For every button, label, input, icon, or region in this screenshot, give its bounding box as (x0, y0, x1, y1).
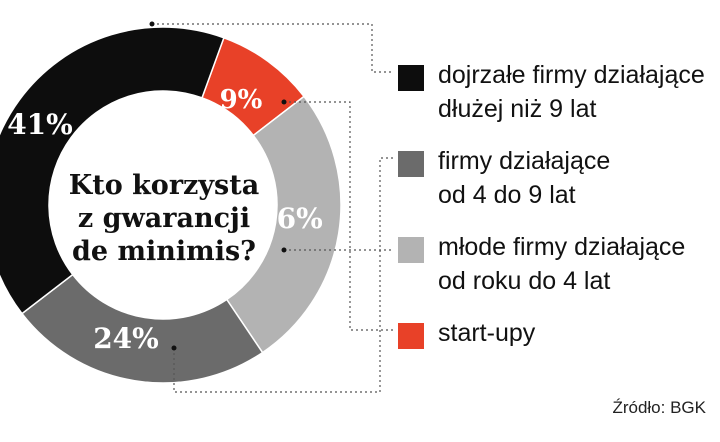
leader-line-firmy-4-9 (173, 157, 394, 393)
legend-item-firmy-4-9: firmy działające od 4 do 9 lat (398, 144, 610, 212)
slice-labels: 9% 26% 24% 41% (7, 85, 323, 355)
leader-dot-mlode (281, 247, 287, 253)
slice-label-mlode: 26% (257, 202, 323, 235)
legend-label-mlode: młode firmy działające od roku do 4 lat (438, 230, 685, 298)
chart-title-line-2: z gwarancji (78, 203, 250, 234)
slice-label-firmy-4-9: 24% (93, 322, 159, 355)
slice-label-dojrzale: 41% (7, 108, 73, 141)
legend-label-firmy-4-9: firmy działające od 4 do 9 lat (438, 144, 610, 212)
legend-label-firmy-4-9-line-2: od 4 do 9 lat (438, 181, 576, 209)
legend-swatch-dojrzale (398, 65, 424, 91)
chart-title-line-3: de minimis? (72, 236, 256, 267)
leader-line-start-upy (284, 101, 394, 331)
legend-swatch-firmy-4-9 (398, 151, 424, 177)
leader-dot-start-upy (281, 99, 287, 105)
legend-label-dojrzale: dojrzałe firmy działające dłużej niż 9 l… (438, 58, 705, 126)
leader-dot-dojrzale (149, 21, 155, 27)
legend-swatch-mlode (398, 237, 424, 263)
legend-label-start-upy-line-1: start-upy (438, 319, 536, 347)
legend-label-start-upy: start-upy (438, 316, 535, 350)
slice-dojrzale (0, 26, 225, 315)
source-note: Źródło: BGK (612, 398, 706, 417)
legend-label-mlode-line-2: od roku do 4 lat (438, 267, 611, 295)
legend-item-start-upy: start-upy (398, 316, 535, 350)
leader-lines (149, 21, 394, 393)
legend-label-dojrzale-line-1: dojrzałe firmy działające (438, 61, 705, 89)
chart-title-line-1: Kto korzysta (69, 170, 259, 201)
slices-group (0, 26, 342, 384)
legend-item-dojrzale: dojrzałe firmy działające dłużej niż 9 l… (398, 58, 705, 126)
slice-mlode (225, 95, 342, 354)
legend-item-mlode: młode firmy działające od roku do 4 lat (398, 230, 685, 298)
slice-label-start-upy: 9% (220, 85, 263, 115)
legend-label-mlode-line-1: młode firmy działające (438, 233, 686, 261)
legend-swatch-start-upy (398, 323, 424, 349)
slice-firmy-4-9 (20, 273, 264, 384)
legend-label-firmy-4-9-line-1: firmy działające (438, 147, 611, 175)
leader-dot-firmy-4-9 (171, 345, 177, 351)
legend-label-dojrzale-line-2: dłużej niż 9 lat (438, 95, 597, 123)
leader-line-dojrzale (152, 23, 394, 73)
